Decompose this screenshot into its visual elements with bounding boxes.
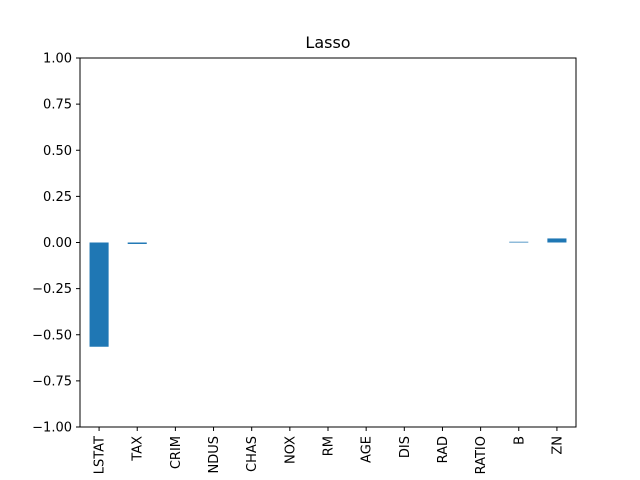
x-tick-label: CHAS <box>245 436 260 472</box>
y-tick-label: 0.00 <box>43 236 72 251</box>
x-tick-label: RM <box>322 436 337 456</box>
y-tick-label: −0.25 <box>32 282 72 297</box>
x-tick-label: TAX <box>131 436 146 462</box>
bars <box>89 238 567 347</box>
x-tick-label: B <box>512 436 527 445</box>
y-tick-label: 0.25 <box>43 190 72 205</box>
bar-lstat <box>89 242 109 347</box>
y-tick-label: −1.00 <box>32 421 72 436</box>
y-tick-label: 0.75 <box>43 98 72 113</box>
x-tick-label: NDUS <box>207 436 222 474</box>
y-tick-label: −0.75 <box>32 374 72 389</box>
chart-title: Lasso <box>305 33 350 52</box>
x-tick-label: CRIM <box>169 436 184 469</box>
x-tick-label: LSTAT <box>93 436 108 474</box>
plot-frame <box>79 57 577 428</box>
y-tick-label: 0.50 <box>43 144 72 159</box>
x-tick-label: ZN <box>550 436 565 455</box>
bar-tax <box>127 242 147 244</box>
x-tick-label: RAD <box>436 436 451 463</box>
bar-zn <box>547 238 567 243</box>
x-tick-label: RATIO <box>474 436 489 474</box>
x-tick-label: NOX <box>283 436 298 464</box>
y-tick-label: −0.50 <box>32 328 72 343</box>
y-tick-label: 1.00 <box>43 52 72 67</box>
x-tick-label: DIS <box>398 436 413 458</box>
x-axis: LSTAT TAX CRIM NDUS CHAS NOX RM AGE DIS RAD RATIO B… <box>93 427 565 474</box>
y-axis: −1.00 −0.75 −0.50 −0.25 0.00 0.25 0.50 0.75 1.00 <box>32 52 80 436</box>
x-tick-label: AGE <box>360 436 375 463</box>
bar-b <box>509 241 529 243</box>
